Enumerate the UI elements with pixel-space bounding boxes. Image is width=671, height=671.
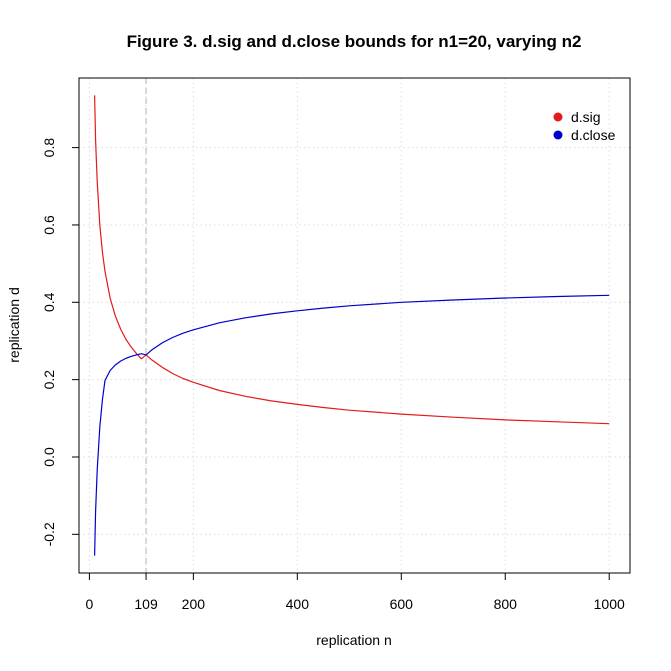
x-axis-label: replication n xyxy=(316,632,392,648)
legend-label-d.close: d.close xyxy=(571,127,616,143)
y-tick-label-0.8: 0.8 xyxy=(41,138,57,158)
chart-title: Figure 3. d.sig and d.close bounds for n… xyxy=(127,32,582,51)
y-axis-label: replication d xyxy=(6,287,22,363)
legend: d.sig d.close xyxy=(553,109,616,143)
y-tick-label-0.6: 0.6 xyxy=(41,215,57,235)
series-layer xyxy=(94,95,610,556)
legend-marker-d.close xyxy=(553,130,563,140)
series-line-d.close xyxy=(94,294,610,556)
x-tick-label-600: 600 xyxy=(390,596,414,612)
x-tick-label-400: 400 xyxy=(286,596,310,612)
legend-label-d.sig: d.sig xyxy=(571,109,601,125)
y-tick-label-0.0: 0.0 xyxy=(41,447,57,467)
y-axis: -0.2 0.0 0.2 0.4 0.6 0.8 xyxy=(41,138,80,546)
x-tick-label-0: 0 xyxy=(85,596,93,612)
x-axis: 0 109 200 400 600 800 1000 xyxy=(85,572,625,612)
y-tick-label--0.2: -0.2 xyxy=(41,522,57,546)
y-tick-label-0.2: 0.2 xyxy=(41,370,57,390)
grid xyxy=(79,78,630,573)
legend-marker-d.sig xyxy=(553,112,563,122)
x-tick-label-1000: 1000 xyxy=(594,596,625,612)
series-line-d.sig xyxy=(94,95,610,425)
x-tick-label-109: 109 xyxy=(134,596,158,612)
x-tick-label-800: 800 xyxy=(494,596,518,612)
y-tick-label-0.4: 0.4 xyxy=(41,292,57,312)
x-tick-label-200: 200 xyxy=(182,596,206,612)
